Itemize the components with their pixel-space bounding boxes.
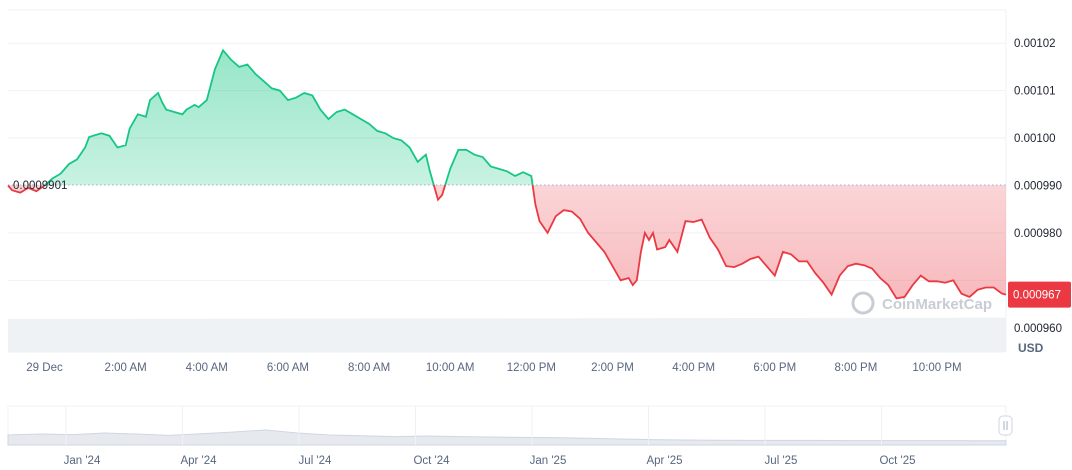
x-tick-label: 10:00 PM [912,362,961,374]
navigator-handle[interactable] [998,415,1013,436]
volume-bar [531,318,558,352]
volume-bar [731,318,757,352]
volume-bar [581,318,608,352]
x-tick-label: 8:00 PM [834,362,877,374]
volume-bar [831,317,857,352]
volume-bar [931,317,957,352]
x-tick-label: 2:00 AM [105,362,147,374]
volume-bar [781,318,807,352]
current-price-badge: 0.000967 [1008,281,1071,308]
volume-bar [706,318,733,352]
volume-bar [631,318,658,352]
current-price-label: 0.000967 [1013,290,1061,302]
volume-bar [357,318,383,352]
volume-bar [956,317,982,352]
y-tick-label: 0.00100 [1014,133,1056,145]
price-line-below-baseline[interactable] [7,50,1007,300]
volume-bar [182,318,209,352]
volume-bar [82,318,109,352]
navigator-area [7,429,1007,446]
volume-bar [382,318,408,352]
navigator-tick-label: Oct '24 [413,455,450,467]
volume-bars [8,317,1007,352]
x-tick-label: 12:00 PM [507,362,556,374]
x-tick-label: 4:00 PM [672,362,715,374]
volume-bar [482,318,508,352]
volume-bar [32,319,59,352]
volume-bar [507,318,533,352]
watermark: CoinMarketCap [851,291,992,315]
baseline-label: 0.0009901 [13,180,67,192]
area-fill-below-baseline [8,185,1006,299]
volume-bar [57,318,84,352]
volume-bar [157,318,184,352]
volume-bar [806,317,832,352]
navigator-tick-label: Apr '24 [180,455,217,467]
volume-bar [107,318,134,352]
y-tick-label: 0.000960 [1014,323,1062,335]
navigator-tick-label: Jul '24 [299,455,332,467]
volume-bar [681,318,708,352]
volume-bar [307,318,333,352]
volume-bar [906,317,932,352]
range-navigator[interactable]: Jan '24 Apr '24 Jul '24 Oct '24 Jan '25 Apr '… [7,405,1013,467]
coinmarketcap-logo-icon [851,291,875,315]
volume-bar [556,318,583,352]
volume-bar [881,317,907,352]
navigator-tick-label: Oct '25 [879,455,915,467]
x-tick-label: 2:00 PM [591,362,634,374]
x-tick-label: 4:00 AM [186,362,228,374]
x-tick-label: 10:00 AM [426,362,475,374]
navigator-tick-label: Jan '25 [530,455,567,467]
volume-bar [432,318,458,352]
watermark-text: CoinMarketCap [882,296,992,313]
volume-bar [981,317,1007,352]
volume-bar [282,318,308,352]
x-tick-label: 29 Dec [26,362,63,374]
y-tick-label: 0.000990 [1014,180,1062,192]
price-line-above-baseline[interactable] [8,48,1006,298]
currency-unit: USD [1018,341,1044,355]
y-tick-label: 0.000980 [1014,228,1062,240]
navigator-tick-label: Apr '25 [646,455,682,467]
current-price-box [1008,281,1071,308]
volume-bar [332,318,358,352]
volume-bar [606,318,633,352]
x-tick-label: 8:00 AM [348,362,390,374]
navigator-tick-label: Jan '24 [64,455,101,467]
navigator-tick-label: Jul '25 [765,455,798,467]
volume-bar [232,318,258,352]
x-axis: 29 Dec 2:00 AM 4:00 AM 6:00 AM 8:00 AM 10:00 … [26,362,961,374]
x-tick-label: 6:00 AM [267,362,309,374]
volume-bar [132,318,159,352]
area-fill-above-baseline [8,50,1006,186]
y-tick-label: 0.00102 [1014,38,1056,50]
volume-bar [257,318,283,352]
volume-bar [8,319,34,352]
volume-bar [656,318,683,352]
volume-bar [756,318,782,352]
volume-bar [407,318,433,352]
volume-bar [457,318,483,352]
y-axis: 0.00102 0.00101 0.00100 0.000990 0.000980 0.0… [1014,38,1062,335]
x-tick-label: 6:00 PM [753,362,796,374]
volume-bar [207,318,234,352]
y-tick-label: 0.00101 [1014,86,1056,98]
volume-bar [856,317,882,352]
